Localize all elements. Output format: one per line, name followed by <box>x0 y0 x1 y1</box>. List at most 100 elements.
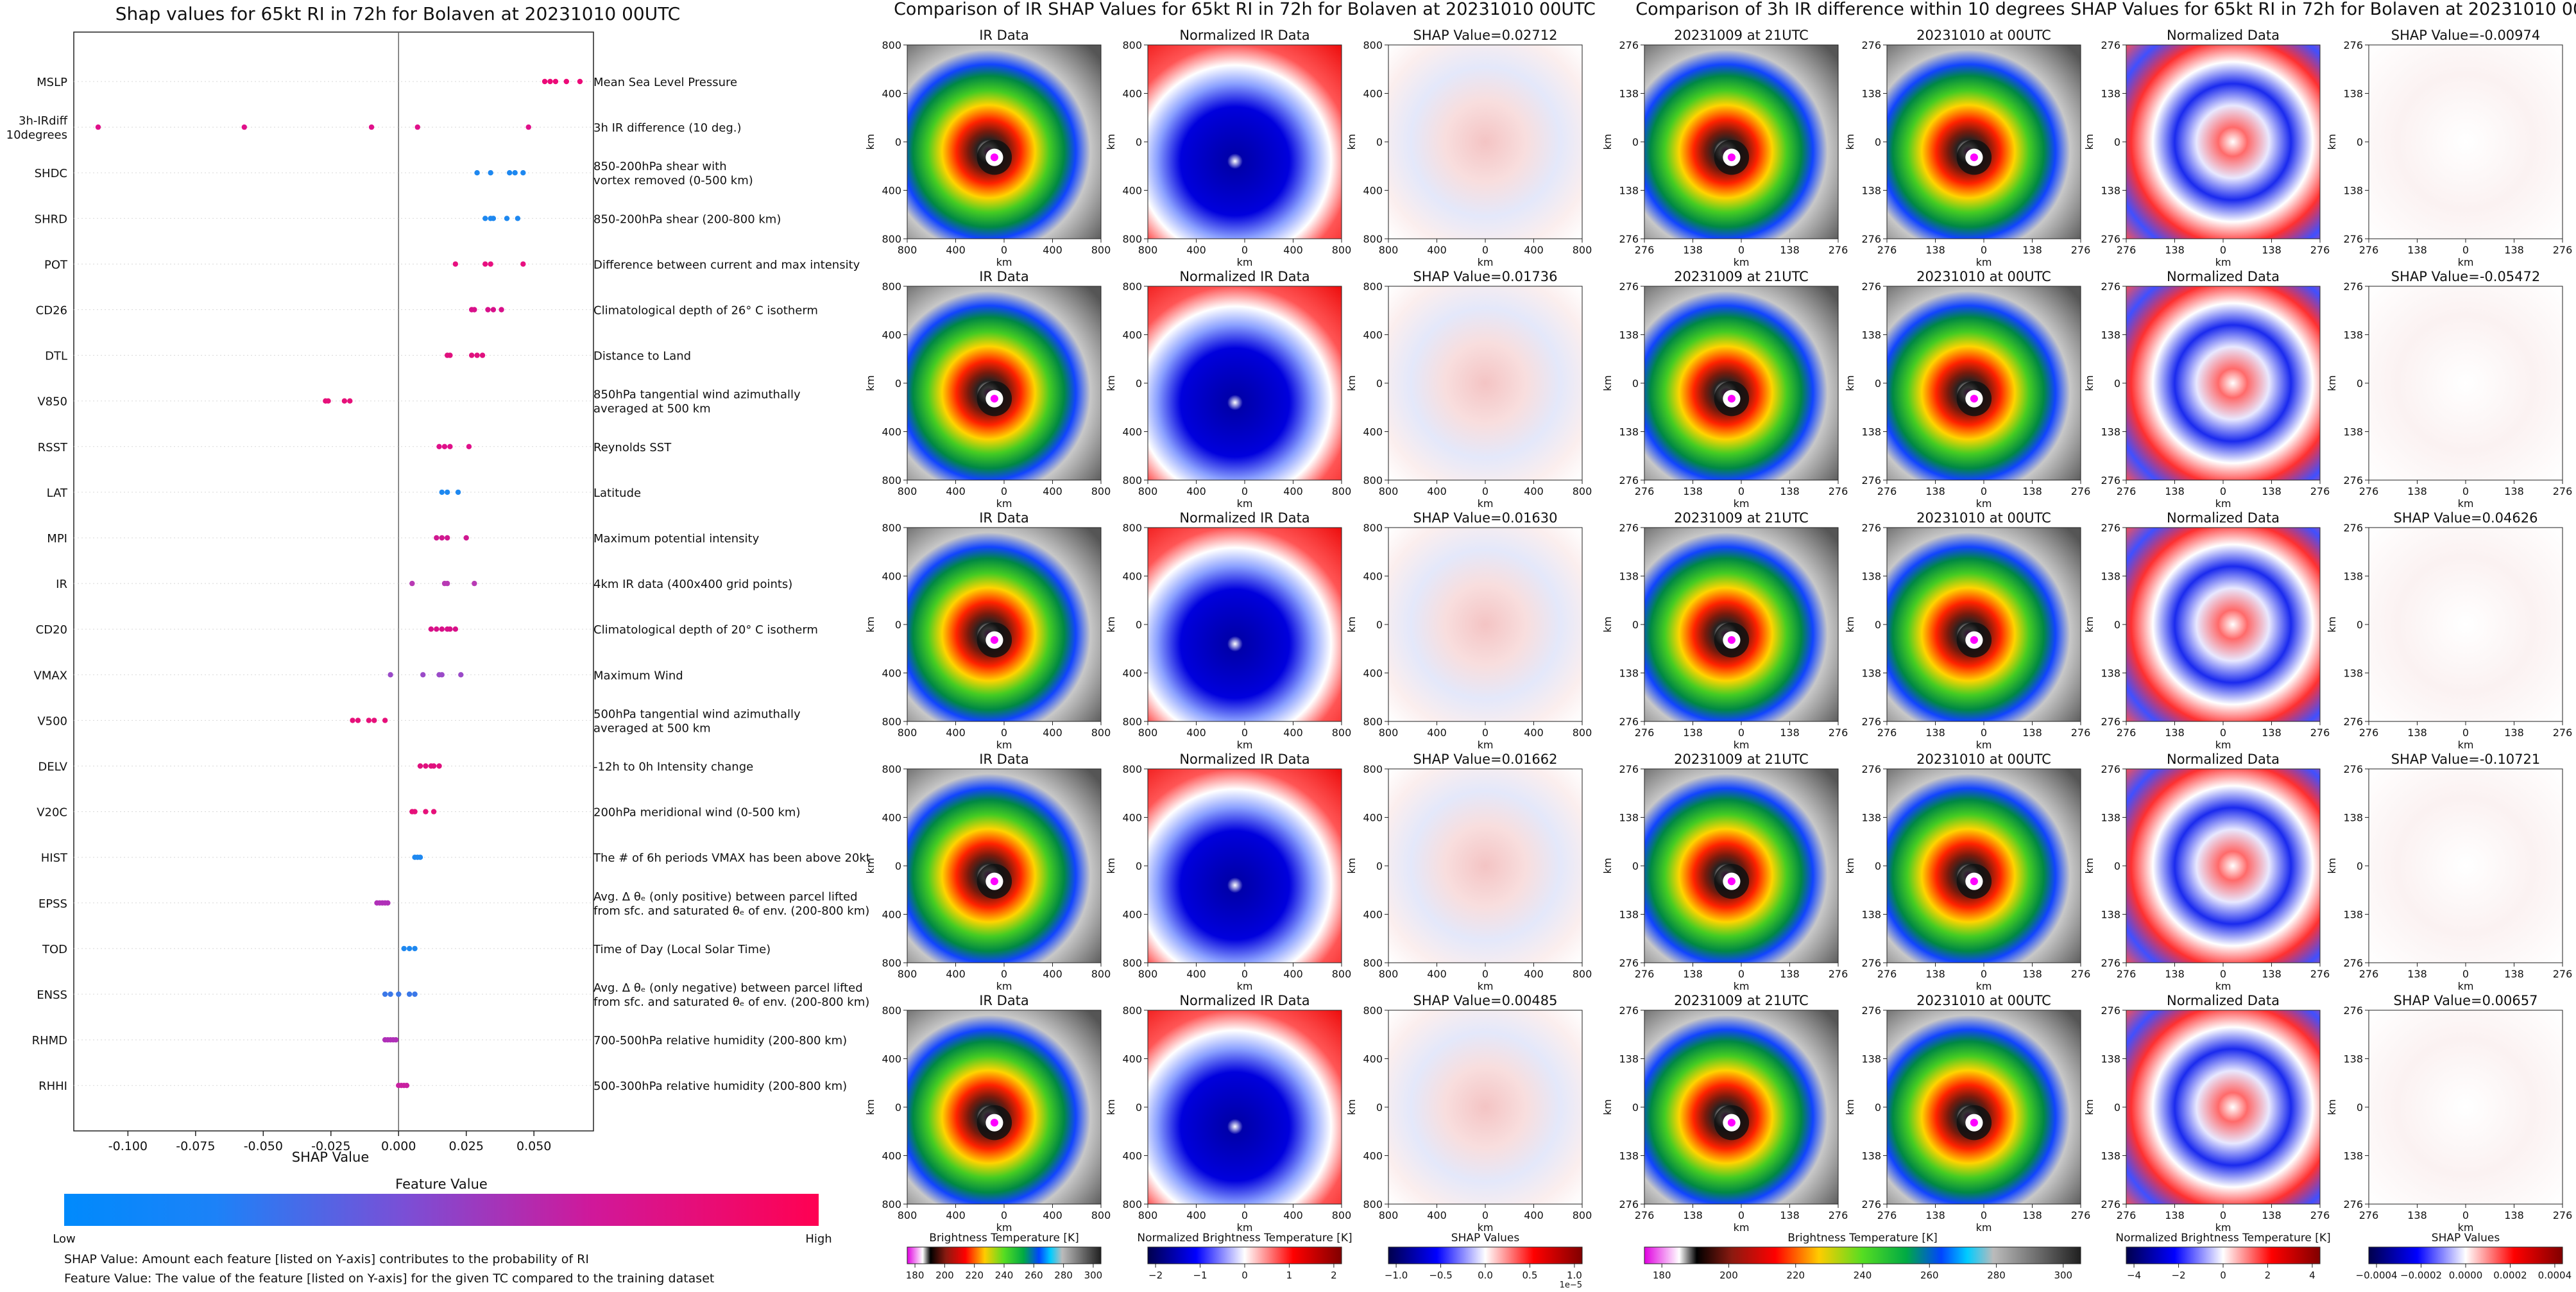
x-tick-label: 800 <box>1091 1209 1111 1221</box>
feature-description-label: Difference between current and max inten… <box>593 258 860 271</box>
colorbar-tick-label: 2 <box>2265 1270 2271 1281</box>
feature-description-label: Avg. Δ θₑ (only positive) between parcel… <box>593 890 869 918</box>
x-tick-label: 138 <box>1683 968 1703 980</box>
feature-description-label: Climatological depth of 20° C isotherm <box>593 623 818 637</box>
shap-point <box>482 261 488 267</box>
y-tick-label: 0 <box>1632 860 1639 872</box>
shap-point <box>439 672 445 678</box>
y-tick-label: 138 <box>2101 909 2120 921</box>
x-tick-label: 0.025 <box>449 1139 484 1153</box>
panel-image <box>1886 768 2081 963</box>
x-tick-label: 276 <box>1635 1209 1655 1221</box>
x-axis-unit: km <box>2215 980 2231 992</box>
colorbar-gradient <box>907 1246 1102 1264</box>
colorbar-tick-label: −1.0 <box>1385 1270 1408 1281</box>
feature-description-label: 850hPa tangential wind azimuthally averag… <box>593 388 801 416</box>
panel-image <box>2126 286 2321 481</box>
x-tick-label: 400 <box>1186 727 1206 739</box>
panel-image <box>1644 768 1839 963</box>
x-axis-unit: km <box>1237 256 1253 268</box>
x-tick-label: 400 <box>1427 1209 1447 1221</box>
panel-image <box>2368 44 2563 239</box>
x-tick-label: 400 <box>1524 485 1544 497</box>
shap-point <box>382 718 388 723</box>
x-tick-label: 400 <box>1427 968 1447 980</box>
y-tick-label: 138 <box>2343 812 2363 824</box>
x-tick-label: 276 <box>1635 244 1655 256</box>
feature-row: VMAX Maximum Wind <box>34 669 683 682</box>
y-tick-label: 0 <box>1632 1101 1639 1114</box>
y-tick-label: 276 <box>2343 957 2363 969</box>
panel-title: SHAP Value=0.01736 <box>1413 269 1558 284</box>
y-tick-label: 0 <box>1875 136 1881 148</box>
panel-image <box>2126 768 2321 963</box>
y-axis-unit: km <box>1345 375 1358 392</box>
x-tick-label: 0.000 <box>381 1139 416 1153</box>
storm-eye <box>1970 877 1978 886</box>
panel-title: 20231009 at 21UTC <box>1674 510 1809 526</box>
feature-description-label: Maximum Wind <box>593 669 683 682</box>
colorbar-tick-label: 0 <box>2220 1270 2226 1281</box>
feature-description-label: 700-500hPa relative humidity (200-800 km… <box>593 1034 847 1047</box>
y-tick-label: 800 <box>882 1198 901 1210</box>
x-tick-label: 276 <box>2310 1209 2330 1221</box>
panel-title: Normalized Data <box>2167 993 2280 1008</box>
feature-code-label: V20C <box>37 806 67 820</box>
x-tick-label: 276 <box>1829 485 1848 497</box>
x-tick-label: 0 <box>1482 244 1488 256</box>
feature-code-label: CD26 <box>36 304 67 318</box>
x-tick-label: 0 <box>1981 1209 1987 1221</box>
shap-point <box>439 626 445 632</box>
y-tick-label: 138 <box>1619 426 1639 438</box>
y-tick-label: 400 <box>1363 571 1383 583</box>
y-axis-unit: km <box>1105 375 1117 392</box>
y-axis-unit: km <box>1601 1099 1614 1115</box>
left-plot-area <box>73 31 594 1132</box>
y-tick-label: 138 <box>2101 1150 2120 1162</box>
panel-image <box>907 1010 1102 1205</box>
x-tick-label: 400 <box>1283 485 1303 497</box>
shap-point <box>423 809 429 814</box>
y-tick-label: 276 <box>2343 1198 2363 1210</box>
y-tick-label: 0 <box>1136 860 1142 872</box>
y-tick-label: 800 <box>882 1004 901 1017</box>
x-tick-label: 800 <box>898 1209 917 1221</box>
x-tick-label: 400 <box>946 727 966 739</box>
x-tick-label: 0 <box>1241 1209 1248 1221</box>
x-tick-label: 400 <box>1283 1209 1303 1221</box>
y-axis-unit: km <box>2083 1099 2095 1115</box>
feature-row: RSST Reynolds SST <box>38 441 672 454</box>
colorbar-tick-label: 200 <box>935 1270 954 1281</box>
colorbar: Brightness Temperature [K] 180 200 220 240 26… <box>1644 1232 2081 1281</box>
feature-code-label: V850 <box>37 395 67 409</box>
y-tick-label: 138 <box>1619 185 1639 197</box>
y-tick-label: 0 <box>895 1101 901 1114</box>
shap-point <box>341 398 348 404</box>
y-tick-label: 0 <box>895 377 901 390</box>
feature-row: 3h-IRdiff 10degrees 3h IR difference (10 d… <box>6 114 742 142</box>
x-tick-label: 0 <box>1001 968 1007 980</box>
y-tick-label: 400 <box>1363 1150 1383 1162</box>
panel-title: SHAP Value=-0.10721 <box>2391 752 2541 767</box>
shap-point <box>458 672 464 678</box>
y-tick-label: 138 <box>1861 426 1881 438</box>
shap-point <box>436 763 442 769</box>
y-tick-label: 400 <box>882 1053 901 1065</box>
y-tick-label: 138 <box>2101 668 2120 680</box>
y-tick-label: 800 <box>1122 280 1142 293</box>
storm-eye <box>1970 153 1978 162</box>
y-axis-unit: km <box>864 617 876 633</box>
x-tick-label: 800 <box>1332 727 1352 739</box>
y-tick-label: 276 <box>2101 1198 2120 1210</box>
y-tick-label: 0 <box>1376 619 1383 631</box>
x-axis-unit: km <box>1478 980 1494 992</box>
feature-code-label: V500 <box>37 714 67 728</box>
colorbar-tick-label: 300 <box>2054 1270 2072 1281</box>
x-tick-label: 800 <box>898 968 917 980</box>
y-tick-label: 276 <box>2101 474 2120 487</box>
